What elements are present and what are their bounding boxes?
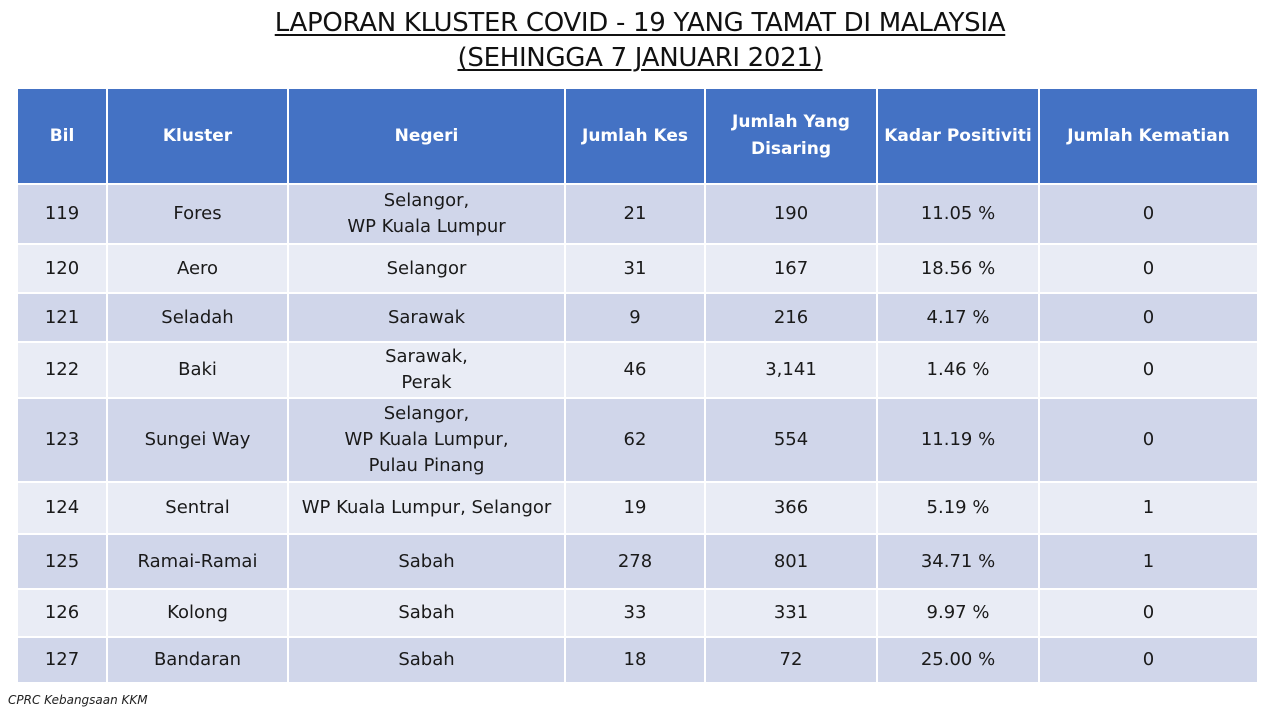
- cell-kadar-positiviti: 25.00 %: [876, 636, 1040, 684]
- cell-bil: 127: [16, 636, 108, 684]
- cell-kluster: Ramai-Ramai: [106, 533, 289, 590]
- table-row: 127 Bandaran Sabah 18 72 25.00 % 0: [16, 636, 1259, 684]
- cell-jumlah-disaring: 190: [704, 183, 878, 245]
- cell-kluster: Kolong: [106, 588, 289, 638]
- report-title: LAPORAN KLUSTER COVID - 19 YANG TAMAT DI…: [274, 8, 1006, 38]
- cell-jumlah-disaring: 72: [704, 636, 878, 684]
- cell-jumlah-kes: 278: [564, 533, 706, 590]
- header-jumlah-kes: Jumlah Kes: [564, 87, 706, 185]
- cell-jumlah-kes: 19: [564, 481, 706, 535]
- cell-jumlah-kes: 46: [564, 341, 706, 399]
- cell-kluster: Sentral: [106, 481, 289, 535]
- cell-kadar-positiviti: 4.17 %: [876, 292, 1040, 343]
- cell-jumlah-kematian: 1: [1038, 481, 1259, 535]
- cell-negeri: Selangor, WP Kuala Lumpur: [287, 183, 566, 245]
- cell-kluster: Seladah: [106, 292, 289, 343]
- cell-kadar-positiviti: 9.97 %: [876, 588, 1040, 638]
- cell-jumlah-disaring: 216: [704, 292, 878, 343]
- cell-bil: 123: [16, 397, 108, 483]
- cell-jumlah-kematian: 0: [1038, 588, 1259, 638]
- cell-negeri: Selangor, WP Kuala Lumpur, Pulau Pinang: [287, 397, 566, 483]
- source-credit: CPRC Kebangsaan KKM: [8, 693, 148, 707]
- cell-jumlah-disaring: 801: [704, 533, 878, 590]
- cell-jumlah-disaring: 3,141: [704, 341, 878, 399]
- cell-jumlah-kes: 62: [564, 397, 706, 483]
- cell-negeri: WP Kuala Lumpur, Selangor: [287, 481, 566, 535]
- cell-bil: 124: [16, 481, 108, 535]
- cell-jumlah-disaring: 167: [704, 243, 878, 294]
- cell-kadar-positiviti: 34.71 %: [876, 533, 1040, 590]
- cell-jumlah-kematian: 0: [1038, 341, 1259, 399]
- cell-kluster: Bandaran: [106, 636, 289, 684]
- cell-negeri: Sabah: [287, 588, 566, 638]
- cell-negeri: Selangor: [287, 243, 566, 294]
- cell-bil: 126: [16, 588, 108, 638]
- cell-bil: 125: [16, 533, 108, 590]
- header-jumlah-kematian: Jumlah Kematian: [1038, 87, 1259, 185]
- cell-bil: 120: [16, 243, 108, 294]
- cell-jumlah-disaring: 331: [704, 588, 878, 638]
- cell-kadar-positiviti: 11.19 %: [876, 397, 1040, 483]
- cell-jumlah-kematian: 0: [1038, 636, 1259, 684]
- table-row: 126 Kolong Sabah 33 331 9.97 % 0: [16, 588, 1259, 638]
- cell-negeri: Sarawak: [287, 292, 566, 343]
- table-header-row: Bil Kluster Negeri Jumlah Kes Jumlah Yan…: [16, 87, 1259, 185]
- cell-jumlah-kematian: 1: [1038, 533, 1259, 590]
- header-jumlah-disaring: Jumlah Yang Disaring: [704, 87, 878, 185]
- table-row: 122 Baki Sarawak, Perak 46 3,141 1.46 % …: [16, 341, 1259, 399]
- cell-negeri: Sabah: [287, 636, 566, 684]
- table-row: 125 Ramai-Ramai Sabah 278 801 34.71 % 1: [16, 533, 1259, 590]
- table-row: 124 Sentral WP Kuala Lumpur, Selangor 19…: [16, 481, 1259, 535]
- cell-jumlah-disaring: 366: [704, 481, 878, 535]
- cell-kluster: Aero: [106, 243, 289, 294]
- cell-bil: 122: [16, 341, 108, 399]
- table-row: 123 Sungei Way Selangor, WP Kuala Lumpur…: [16, 397, 1259, 483]
- table-row: 120 Aero Selangor 31 167 18.56 % 0: [16, 243, 1259, 294]
- cell-jumlah-kematian: 0: [1038, 292, 1259, 343]
- cell-kadar-positiviti: 18.56 %: [876, 243, 1040, 294]
- header-kluster: Kluster: [106, 87, 289, 185]
- cluster-table: Bil Kluster Negeri Jumlah Kes Jumlah Yan…: [16, 87, 1259, 684]
- cell-jumlah-disaring: 554: [704, 397, 878, 483]
- table-row: 121 Seladah Sarawak 9 216 4.17 % 0: [16, 292, 1259, 343]
- cell-bil: 121: [16, 292, 108, 343]
- cell-jumlah-kes: 21: [564, 183, 706, 245]
- header-kadar-positiviti: Kadar Positiviti: [876, 87, 1040, 185]
- cell-kluster: Sungei Way: [106, 397, 289, 483]
- cell-kadar-positiviti: 11.05 %: [876, 183, 1040, 245]
- cell-bil: 119: [16, 183, 108, 245]
- cell-kluster: Baki: [106, 341, 289, 399]
- cell-jumlah-kematian: 0: [1038, 183, 1259, 245]
- cell-kluster: Fores: [106, 183, 289, 245]
- cell-jumlah-kes: 33: [564, 588, 706, 638]
- cell-negeri: Sabah: [287, 533, 566, 590]
- cell-jumlah-kematian: 0: [1038, 397, 1259, 483]
- header-negeri: Negeri: [287, 87, 566, 185]
- cell-jumlah-kes: 18: [564, 636, 706, 684]
- cell-negeri: Sarawak, Perak: [287, 341, 566, 399]
- cell-kadar-positiviti: 1.46 %: [876, 341, 1040, 399]
- header-bil: Bil: [16, 87, 108, 185]
- cell-jumlah-kes: 31: [564, 243, 706, 294]
- cell-jumlah-kes: 9: [564, 292, 706, 343]
- report-subtitle-date: (SEHINGGA 7 JANUARI 2021): [457, 43, 823, 73]
- cell-kadar-positiviti: 5.19 %: [876, 481, 1040, 535]
- cell-jumlah-kematian: 0: [1038, 243, 1259, 294]
- table-row: 119 Fores Selangor, WP Kuala Lumpur 21 1…: [16, 183, 1259, 245]
